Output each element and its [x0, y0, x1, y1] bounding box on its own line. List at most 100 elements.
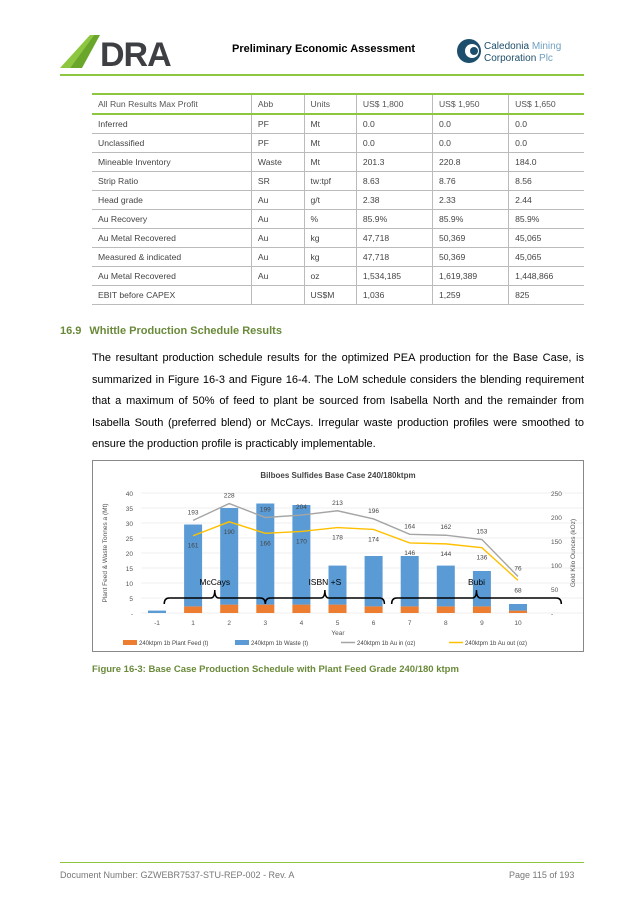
y2-tick-label: 200 [551, 515, 562, 522]
table-cell: Au [250, 209, 304, 229]
legend-label: 240ktpm 1b Plant Feed (t) [139, 641, 208, 647]
bar-240ktpm-1b-plant-feed-t- [400, 606, 419, 613]
table-cell: % [303, 209, 357, 229]
footer-divider [60, 862, 584, 863]
bracket [390, 589, 563, 605]
y-tick-label: 40 [126, 491, 134, 498]
annotation-label: ISBN +S [308, 577, 341, 587]
column-header: US$ 1,950 [431, 94, 509, 115]
table-cell: 1,534,185 [355, 266, 433, 286]
table-cell: SR [250, 171, 304, 191]
chart-title: Bilboes Sulfides Base Case 240/180ktpm [260, 471, 415, 480]
table-row: Strip Ratio SR tw:tpf 8.63 8.76 8.56 [92, 171, 584, 191]
table-cell: g/t [303, 190, 357, 210]
data-label: 161 [188, 543, 199, 550]
table-cell: 0.0 [355, 114, 433, 134]
caledonia-logo: Caledonia Mining Corporation Plc [457, 39, 561, 64]
data-label: 170 [296, 538, 307, 545]
table-cell: Au [250, 228, 304, 248]
bar-240ktpm-1b-plant-feed-t- [184, 606, 203, 613]
table-cell: tw:tpf [303, 171, 357, 191]
data-label: 164 [404, 523, 415, 530]
table-row: Au Metal Recovered Au oz 1,534,185 1,619,389… [92, 266, 584, 286]
y-tick-label: 10 [126, 581, 134, 588]
dra-logo: DRA [60, 35, 172, 69]
bar-240ktpm-1b-waste-t- [328, 565, 347, 605]
chart-svg: Bilboes Sulfides Base Case 240/180ktpm - 5… [102, 471, 633, 647]
bracket [163, 589, 267, 605]
table-cell: 0.0 [431, 133, 509, 153]
bar-240ktpm-1b-waste-t- [220, 508, 239, 605]
x-tick-label: 2 [227, 620, 231, 627]
legend-swatch [235, 640, 249, 645]
body-paragraph: The resultant production schedule result… [92, 352, 584, 450]
page-number: Page 115 of 193 [509, 870, 575, 880]
table-cell: Inferred [92, 114, 252, 134]
table-cell: Au [250, 266, 304, 286]
table-cell: Au Metal Recovered [92, 266, 252, 286]
y2-axis-label: Gold Kilo Ounces (kOz) [570, 519, 577, 587]
results-table: All Run Results Max Profit Abb Units US$ 1,… [92, 93, 584, 305]
data-label: 193 [188, 509, 199, 516]
line-series [192, 502, 519, 578]
y-axis-label: Plant Feed & Waste Tonnes a (Mt) [102, 504, 109, 603]
table-cell: 85.9% [508, 209, 584, 229]
y2-tick-label: 100 [551, 563, 562, 570]
data-label: 178 [332, 535, 343, 542]
table-row: Unclassified PF Mt 0.0 0.0 0.0 [92, 133, 584, 153]
y-tick-label: 5 [129, 596, 133, 603]
table-cell: PF [250, 133, 304, 153]
table-cell: kg [303, 228, 357, 248]
data-label: 204 [296, 504, 307, 511]
data-label: 144 [440, 551, 451, 558]
table-cell: Au [250, 190, 304, 210]
table-cell: 50,369 [431, 228, 509, 248]
data-label: 162 [440, 524, 451, 531]
annotation-label: Bubi [468, 577, 485, 587]
bar-240ktpm-1b-waste-t- [292, 505, 311, 605]
column-header: Abb [250, 94, 304, 115]
table-cell: Measured & indicated [92, 247, 252, 267]
table-row: Mineable Inventory Waste Mt 201.3 220.8 184.0 [92, 152, 584, 172]
y-tick-label: 15 [126, 566, 134, 573]
data-label: 68 [514, 587, 522, 594]
x-tick-label: 8 [444, 620, 448, 627]
table-cell: Mt [303, 152, 357, 172]
table-cell: oz [303, 266, 357, 286]
legend-label: 240ktpm 1b Waste (t) [251, 641, 308, 647]
table-cell: 85.9% [355, 209, 433, 229]
x-tick-label: -1 [154, 620, 160, 627]
bar-240ktpm-1b-plant-feed-t- [509, 610, 527, 613]
table-cell: 45,065 [508, 228, 584, 248]
x-tick-label: 9 [480, 620, 484, 627]
table-cell: Mineable Inventory [92, 152, 252, 172]
bar-240ktpm-1b-waste-t- [436, 565, 455, 607]
table-cell: Au Metal Recovered [92, 228, 252, 248]
data-label: 199 [260, 506, 271, 513]
table-cell: Mt [303, 133, 357, 153]
y-tick-label: 35 [126, 506, 134, 513]
table-cell: 1,036 [355, 285, 433, 305]
y2-tick-label: 50 [551, 587, 559, 594]
table-cell: 2.44 [508, 190, 584, 210]
table-cell: 201.3 [355, 152, 433, 172]
table-cell: EBIT before CAPEX [92, 285, 252, 305]
table-cell: 8.56 [508, 171, 584, 191]
document-number: Document Number: GZWEBR7537-STU-REP-002 … [60, 870, 295, 880]
line-series [192, 521, 519, 581]
data-label: 166 [260, 540, 271, 547]
column-header: All Run Results Max Profit [92, 94, 252, 115]
y-tick-label: 25 [126, 536, 134, 543]
data-label: 228 [224, 493, 235, 500]
figure-caption: Figure 16-3: Base Case Production Schedu… [92, 664, 459, 675]
bar-240ktpm-1b-plant-feed-t- [220, 604, 239, 613]
section-title: Whittle Production Schedule Results [89, 325, 282, 337]
x-tick-label: 1 [191, 620, 195, 627]
table-cell: Unclassified [92, 133, 252, 153]
table-row: Au Metal Recovered Au kg 47,718 50,369 45,065 [92, 228, 584, 248]
bar-240ktpm-1b-plant-feed-t- [472, 606, 491, 613]
table-cell: 50,369 [431, 247, 509, 267]
column-header: US$ 1,650 [508, 94, 584, 115]
column-header: US$ 1,800 [355, 94, 433, 115]
